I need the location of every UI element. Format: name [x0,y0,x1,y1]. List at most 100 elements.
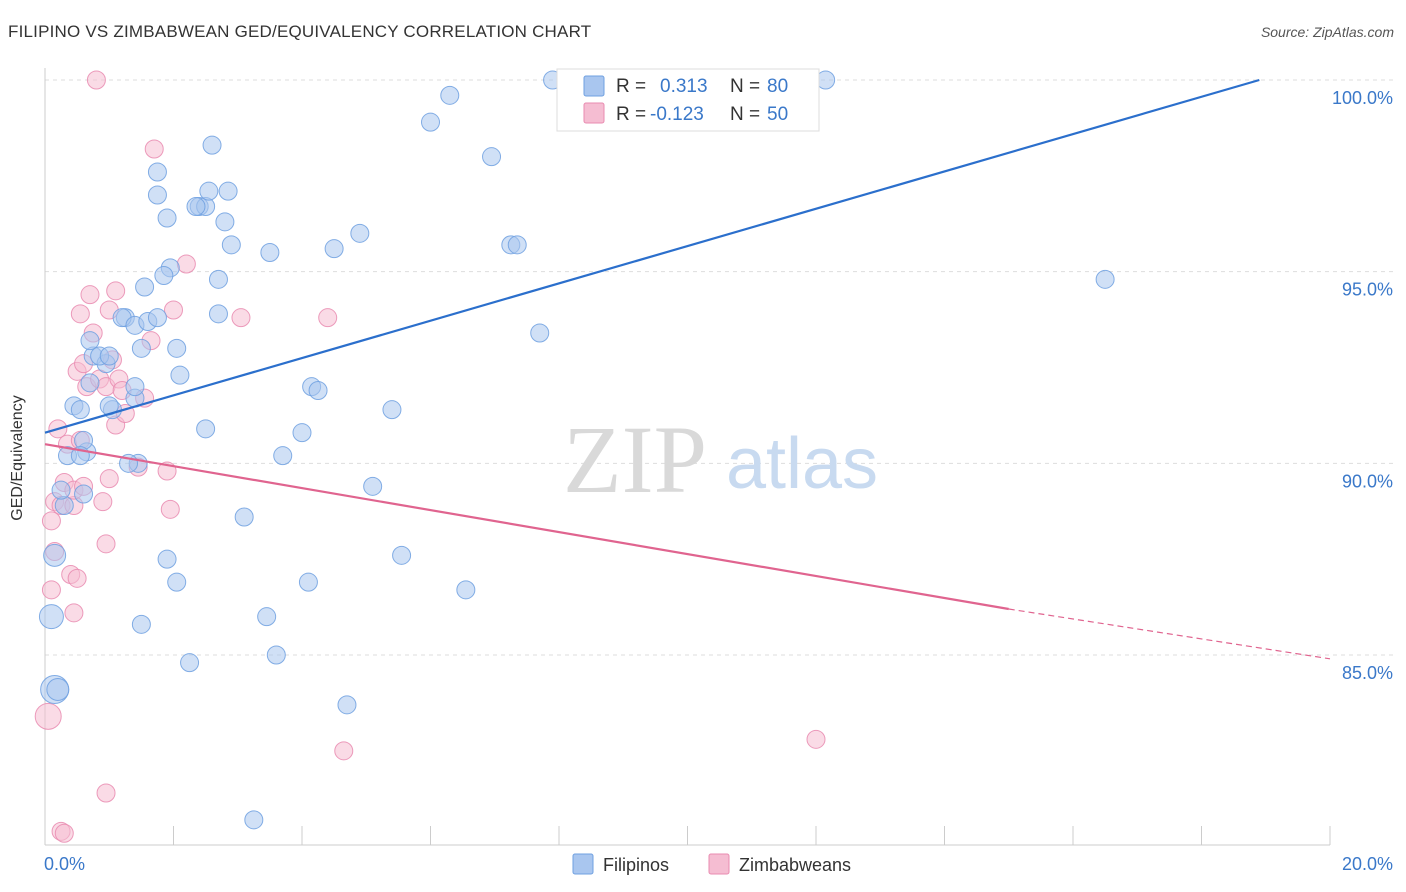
filipino-point [244,810,264,830]
filipino-point [51,480,71,500]
n-value: 50 [767,104,788,125]
filipino-point [157,549,177,569]
x-tick-label: 20.0% [1342,854,1393,874]
filipino-point [74,484,94,504]
filipino-point [292,423,312,443]
filipino-point [350,223,370,243]
filipino-point [456,580,476,600]
zimbabweans-legend-swatch [708,853,730,875]
x-tick-label: 0.0% [44,854,85,874]
filipino-point [260,243,280,262]
filipino-point [125,377,145,397]
filipino-point [199,181,219,201]
filipino-point [147,185,167,205]
zimbabwean-point [176,254,196,274]
filipino-point [202,135,222,155]
y-tick-label: 100.0% [1332,88,1393,108]
filipino-point [70,400,90,420]
filipino-point [147,308,167,328]
filipino-point [208,269,228,289]
y-tick-label: 90.0% [1342,471,1393,491]
trend-lines [44,78,1331,660]
series-legend: Filipinos Zimbabweans [572,853,851,875]
filipino-point [46,678,70,701]
filipinos-legend-swatch [572,853,594,875]
filipino-point [234,507,254,527]
filipino-point [167,338,187,358]
filipino-point [196,419,216,439]
zimbabwean-point [334,741,354,761]
zimbabwean-point [144,139,164,159]
filipino-point [208,304,228,324]
zimbabwean-point [54,823,74,843]
filipino-point [221,235,241,255]
filipino-point [530,323,550,343]
zimbabwean-point [41,580,61,600]
chart-title: FILIPINO VS ZIMBABWEAN GED/EQUIVALENCY C… [8,22,592,41]
zimbabwean-point [86,70,106,90]
filipino-point [167,572,187,592]
r-label: R = [616,76,646,97]
zimbabwean-point [41,511,61,531]
filipino-point [382,400,402,420]
filipino-point [80,373,100,393]
filipino-point [507,235,527,255]
filipino-point [38,604,64,630]
filipino-point [43,543,67,567]
y-tick-label: 85.0% [1342,663,1393,683]
source-label: Source: ZipAtlas.com [1260,24,1394,40]
correlation-legend: R = 0.313 N = 80 R = -0.123 N = 50 [556,68,820,132]
filipino-point [298,572,318,592]
filipinos-swatch [583,75,605,97]
legend-filipinos: Filipinos [603,855,669,875]
grid-lines [45,79,1396,656]
filipinos-points [38,70,1115,830]
zimbabwean-point [96,783,116,803]
filipino-point [273,446,293,466]
n-value: 80 [767,76,788,97]
zimbabwean-point [80,285,100,305]
zimbabwean-point [231,308,251,328]
filipino-point [54,496,74,515]
filipino-point [363,476,383,496]
filipino-point [257,607,277,627]
filipino-point [170,365,190,385]
filipino-point [80,331,100,351]
filipino-point [218,181,238,201]
n-label: N = [730,104,760,125]
n-label: N = [730,76,760,97]
zimbabwean-point [318,308,338,328]
zimbabwean-point [96,534,116,554]
filipino-point [99,346,119,366]
filipino-point [157,208,177,228]
filipino-point [482,147,502,167]
r-value: 0.313 [660,76,708,97]
filipino-point [147,162,167,182]
zimbabwean-point [64,603,84,623]
r-label: R = [616,104,646,125]
filipino-point [215,212,235,232]
filipino-point [74,430,94,450]
filipino-point [421,112,440,132]
zimbabwean-point [70,304,90,324]
zimbabwean-point [164,300,183,320]
filipino-point [266,645,286,665]
filipino-point [324,239,344,259]
filipino-point [440,85,460,105]
x-tick-labels: 0.0% 20.0% [44,854,1393,874]
watermark-atlas: atlas [726,424,878,504]
filipino-point [180,653,200,673]
filipino-point [308,381,328,400]
filipino-point [154,266,174,285]
filipinos-trend-line [44,78,1260,434]
zimbabwean-point [34,702,62,730]
watermark: ZIP atlas [563,406,878,513]
filipino-point [135,277,155,297]
filipino-point [186,197,206,216]
legend-zimbabweans: Zimbabweans [739,855,851,875]
filipino-point [131,338,151,358]
zimbabweans-trend-line [44,443,1009,611]
zimbabweans-swatch [583,102,605,124]
filipino-point [1095,269,1115,289]
